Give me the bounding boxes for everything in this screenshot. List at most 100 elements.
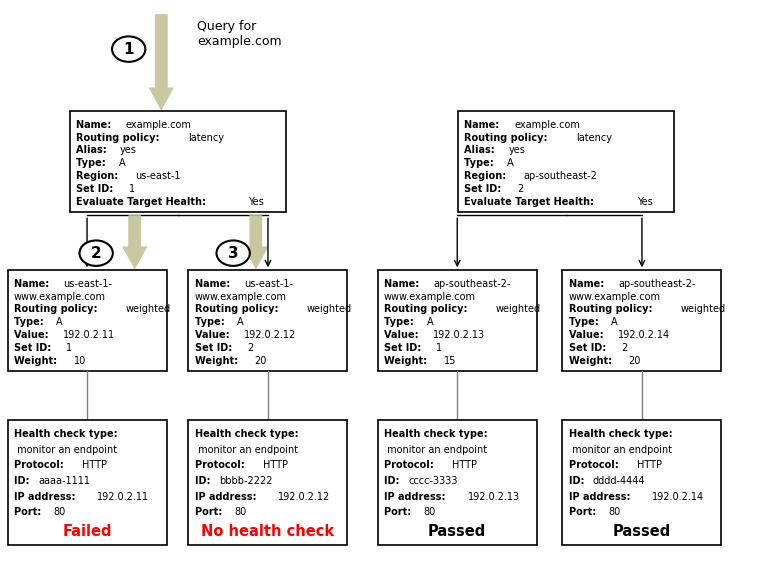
Circle shape [79,240,113,266]
Text: www.example.com: www.example.com [384,291,476,302]
Text: 10: 10 [73,356,86,366]
Text: ap-southeast-2-: ap-southeast-2- [618,279,696,288]
Polygon shape [244,216,268,269]
Text: 2: 2 [517,184,523,194]
Bar [378,271,537,371]
Text: Alias:: Alias: [76,146,111,155]
Text: ID:: ID: [195,476,213,486]
Text: Port:: Port: [569,507,599,517]
Circle shape [217,240,250,266]
Text: Routing policy:: Routing policy: [384,305,471,314]
Bar [378,420,537,544]
Text: www.example.com: www.example.com [569,291,661,302]
Text: ID:: ID: [569,476,587,486]
Text: ap-southeast-2-: ap-southeast-2- [434,279,511,288]
Text: monitor an endpoint: monitor an endpoint [195,444,298,455]
Text: Name:: Name: [14,279,52,288]
Text: Region:: Region: [465,171,510,181]
Text: IP address:: IP address: [569,492,634,502]
Text: Set ID:: Set ID: [195,343,235,353]
Text: monitor an endpoint: monitor an endpoint [384,444,487,455]
Text: us-east-1-: us-east-1- [64,279,113,288]
Text: IP address:: IP address: [195,492,260,502]
Text: Passed: Passed [613,524,671,539]
Text: weighted: weighted [307,305,352,314]
Text: us-east-1: us-east-1 [135,171,180,181]
Text: Protocol:: Protocol: [384,460,437,470]
Text: ap-southeast-2: ap-southeast-2 [523,171,597,181]
Text: Type:: Type: [14,317,47,327]
Text: latency: latency [188,132,224,143]
Text: Region:: Region: [76,171,122,181]
Text: www.example.com: www.example.com [195,291,287,302]
Text: weighted: weighted [681,305,726,314]
Text: Weight:: Weight: [569,356,615,366]
Text: bbbb-2222: bbbb-2222 [219,476,273,486]
Text: Value:: Value: [14,330,51,340]
Bar [70,111,285,213]
Bar [8,420,167,544]
Text: Protocol:: Protocol: [569,460,621,470]
Text: 192.0.2.13: 192.0.2.13 [433,330,485,340]
Text: 192.0.2.14: 192.0.2.14 [653,492,704,502]
Text: 2: 2 [91,246,101,261]
Text: Weight:: Weight: [14,356,60,366]
Text: Port:: Port: [384,507,414,517]
Text: Health check type:: Health check type: [195,429,298,439]
Text: www.example.com: www.example.com [14,291,106,302]
Bar [562,420,721,544]
Text: example.com: example.com [126,120,192,129]
Text: 80: 80 [53,507,65,517]
Text: 1: 1 [123,42,134,57]
Text: latency: latency [577,132,612,143]
Text: HTTP: HTTP [263,460,288,470]
Text: Type:: Type: [384,317,417,327]
Text: Evaluate Target Health:: Evaluate Target Health: [76,197,210,207]
Text: A: A [611,317,618,327]
Text: HTTP: HTTP [83,460,107,470]
Text: A: A [426,317,433,327]
Text: ID:: ID: [384,476,403,486]
Text: 3: 3 [228,246,238,261]
Text: Port:: Port: [14,507,44,517]
Text: Name:: Name: [465,120,503,129]
Text: Type:: Type: [195,317,228,327]
Text: A: A [56,317,63,327]
Text: Protocol:: Protocol: [14,460,67,470]
Text: HTTP: HTTP [637,460,662,470]
Text: 192.0.2.11: 192.0.2.11 [63,330,115,340]
Text: IP address:: IP address: [384,492,449,502]
Text: Routing policy:: Routing policy: [14,305,101,314]
Text: 80: 80 [423,507,435,517]
Text: 192.0.2.13: 192.0.2.13 [468,492,519,502]
Text: HTTP: HTTP [453,460,478,470]
Text: Name:: Name: [384,279,422,288]
Text: Type:: Type: [569,317,602,327]
Text: 2: 2 [247,343,254,353]
Text: example.com: example.com [514,120,580,129]
Text: 1: 1 [436,343,442,353]
Text: Protocol:: Protocol: [195,460,248,470]
Text: No health check: No health check [201,524,335,539]
Text: A: A [237,317,244,327]
Text: Name:: Name: [76,120,115,129]
Text: us-east-1-: us-east-1- [245,279,294,288]
Text: A: A [507,158,514,168]
Text: Name:: Name: [195,279,233,288]
Text: Set ID:: Set ID: [465,184,505,194]
Polygon shape [149,14,173,110]
Text: Value:: Value: [384,330,422,340]
Text: Set ID:: Set ID: [14,343,55,353]
Text: Routing policy:: Routing policy: [569,305,656,314]
Text: Health check type:: Health check type: [384,429,488,439]
Text: 192.0.2.12: 192.0.2.12 [244,330,296,340]
Text: 20: 20 [628,356,641,366]
Text: yes: yes [120,146,137,155]
Text: Yes: Yes [248,197,264,207]
Text: Set ID:: Set ID: [384,343,425,353]
Text: Yes: Yes [637,197,653,207]
Text: Name:: Name: [569,279,607,288]
Bar [188,271,347,371]
Text: dddd-4444: dddd-4444 [593,476,646,486]
Text: Set ID:: Set ID: [569,343,609,353]
